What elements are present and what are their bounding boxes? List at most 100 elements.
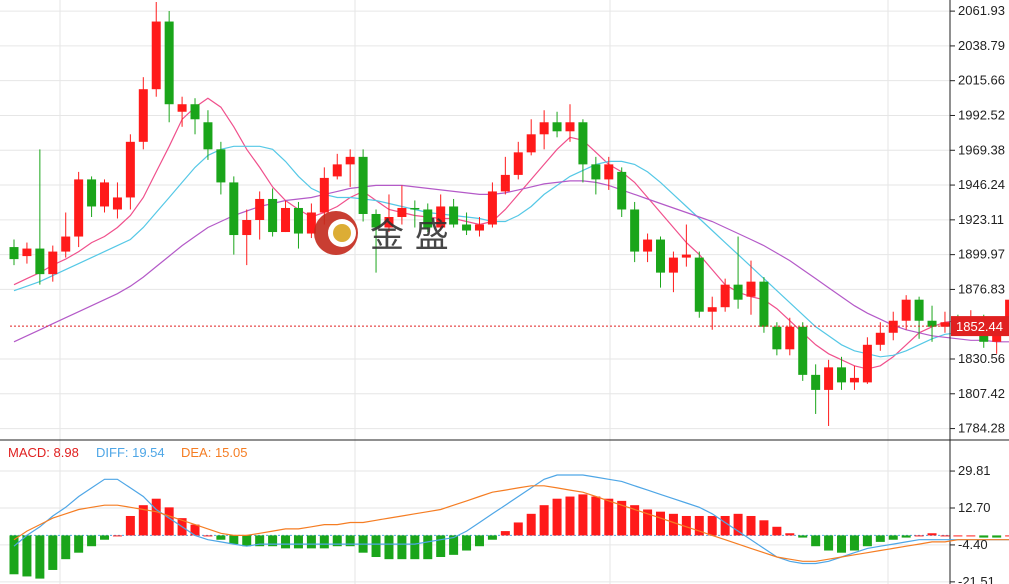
macd-bar	[281, 535, 291, 549]
macd-label: MACD: 8.98	[8, 445, 79, 460]
candle-body	[940, 322, 950, 327]
macd-bar	[410, 535, 420, 560]
macd-bar	[591, 496, 601, 536]
macd-bar	[681, 515, 691, 536]
candle-body	[772, 326, 782, 350]
candle	[255, 191, 265, 240]
candle-body	[824, 367, 834, 390]
candle	[772, 322, 782, 356]
dea-label: DEA: 15.05	[181, 445, 248, 460]
candle	[1005, 299, 1009, 330]
macd-bar	[953, 535, 963, 537]
candle-body	[526, 134, 536, 153]
candle	[397, 185, 407, 225]
price-tick-label: 1992.52	[958, 107, 1005, 122]
macd-bar	[979, 535, 989, 538]
candle-body	[759, 281, 769, 327]
candle-body	[617, 171, 627, 210]
macd-bar	[112, 535, 122, 537]
candle-body	[164, 21, 174, 105]
candle-body	[901, 299, 911, 321]
candle-body	[306, 212, 316, 234]
macd-bar	[707, 515, 717, 536]
candle	[358, 149, 368, 222]
candle	[759, 277, 769, 333]
candle-body	[423, 209, 433, 228]
candle-body	[22, 248, 32, 257]
macd-bar	[578, 494, 588, 536]
candle	[940, 311, 950, 333]
macd-legend: MACD: 8.98 DIFF: 19.54 DEA: 15.05	[8, 445, 248, 460]
candle-body	[578, 122, 588, 165]
candle-body	[190, 104, 200, 120]
macd-bar	[862, 535, 872, 547]
candle	[798, 322, 808, 381]
macd-bar	[138, 505, 148, 536]
macd-tick-label: -21.51	[958, 574, 995, 584]
candle	[384, 194, 394, 233]
candle-body	[1005, 299, 1009, 330]
macd-tick-label: 29.81	[958, 463, 991, 478]
candle-body	[798, 326, 808, 375]
macd-bar	[992, 535, 1002, 538]
macd-bar	[319, 535, 329, 549]
macd-bar	[888, 535, 898, 540]
candle	[268, 188, 278, 237]
price-tick-label: 1969.38	[958, 142, 1005, 157]
macd-bar	[48, 535, 58, 570]
candle	[203, 110, 213, 160]
candle	[578, 119, 588, 183]
candle	[22, 242, 32, 264]
candle-body	[552, 122, 562, 132]
macd-bar	[164, 507, 174, 536]
candle	[888, 311, 898, 341]
candle-body	[927, 320, 937, 327]
candle	[604, 156, 614, 190]
candle	[811, 364, 821, 414]
macd-bar	[229, 535, 239, 545]
candle-body	[694, 257, 704, 312]
macd-tick-label: -4.40	[958, 537, 988, 552]
candle-body	[539, 122, 549, 135]
price-tick-label: 1784.28	[958, 421, 1005, 436]
candle	[332, 153, 342, 180]
candle-body	[888, 320, 898, 333]
macd-bar	[785, 533, 795, 536]
candle-body	[643, 239, 653, 252]
macd-bar	[1005, 535, 1009, 537]
macd-bar	[552, 498, 562, 536]
candle	[345, 149, 355, 187]
candle-body	[87, 179, 97, 207]
last-price-badge: 1852.44	[951, 316, 1009, 337]
candle-body	[397, 207, 407, 217]
candle	[474, 216, 484, 237]
macd-bar	[332, 535, 342, 547]
candle	[681, 224, 691, 267]
candle-body	[358, 156, 368, 214]
macd-bar	[966, 535, 976, 537]
candle	[138, 77, 148, 150]
candle-body	[875, 332, 885, 345]
candle-body	[720, 284, 730, 308]
candle	[707, 296, 717, 330]
candle-body	[837, 367, 847, 383]
candle	[656, 236, 665, 288]
candle	[500, 156, 510, 195]
candle	[229, 176, 239, 255]
macd-bar	[914, 535, 924, 537]
candle-body	[410, 207, 420, 210]
price-tick-label: 1807.42	[958, 386, 1005, 401]
candle-body	[462, 224, 472, 231]
macd-bar	[694, 515, 704, 536]
candle	[423, 203, 433, 233]
ma-short-line	[13, 97, 1009, 370]
candle	[281, 200, 291, 233]
candle	[112, 182, 122, 219]
candle-body	[656, 239, 665, 273]
macd-bar	[824, 535, 834, 551]
price-tick-label: 1946.24	[958, 177, 1005, 192]
ma-long-line	[13, 180, 1009, 343]
candle	[914, 296, 924, 339]
macd-bar	[849, 535, 859, 551]
